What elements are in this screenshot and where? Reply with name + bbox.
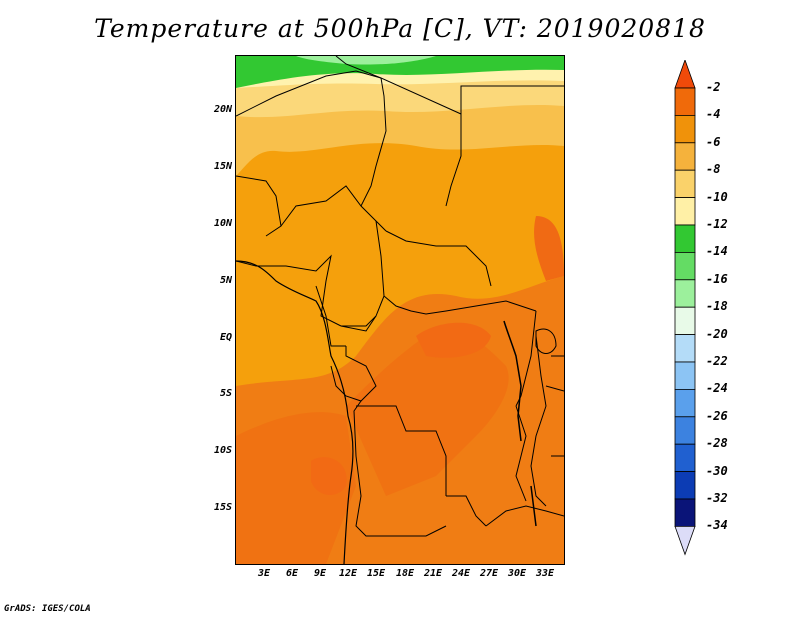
colorbar-segment (674, 115, 696, 144)
colorbar-segment (674, 443, 696, 473)
lake-victoria (535, 328, 557, 354)
temperature-map (235, 55, 565, 565)
map-title: Temperature at 500hPa [C], VT: 201902081… (94, 14, 706, 43)
lat-label: EQ (219, 332, 232, 343)
colorbar-label: -14 (706, 244, 728, 259)
lat-label: 5N (219, 275, 232, 286)
colorbar-segment (674, 361, 696, 390)
field-band-14 (236, 56, 564, 88)
colorbar-label: -20 (706, 326, 728, 341)
footer-credit: GrADS: IGES/COLA (4, 604, 91, 614)
field-hot-spot-angola (311, 457, 347, 496)
colorbar-segment (674, 306, 696, 335)
field-warm-southwest (236, 412, 356, 564)
colorbar-bottom-arrow (674, 526, 696, 556)
colorbar-label: -24 (706, 381, 728, 396)
lon-label: 24E (451, 568, 471, 579)
colorbar-label: -28 (706, 436, 728, 451)
colorbar-label: -4 (706, 107, 721, 122)
colorbar-label: -8 (706, 162, 721, 177)
colorbar-label: -26 (706, 408, 728, 423)
lon-label: 27E (479, 568, 499, 579)
colorbar-segment (674, 224, 696, 253)
colorbar-label: -34 (706, 518, 728, 533)
colorbar-segment (674, 197, 696, 226)
colorbar-segment (674, 142, 696, 171)
lon-label: 33E (535, 568, 555, 579)
field-warm-center (346, 329, 509, 496)
colorbar (674, 60, 696, 556)
colorbar-top-arrow (674, 60, 696, 89)
colorbar-segment (674, 388, 696, 418)
map-canvas (236, 56, 564, 564)
colorbar-segment (674, 251, 696, 281)
colorbar-segment (674, 498, 696, 527)
field-band-18 (296, 56, 436, 65)
coastline (236, 260, 354, 564)
colorbar-label: -30 (706, 463, 728, 478)
colorbar-label: -18 (706, 299, 728, 314)
lat-label: 5S (219, 388, 232, 399)
colorbar-label: -10 (706, 189, 728, 204)
lake-tanganyika (503, 320, 522, 442)
lat-label: 20N (213, 104, 232, 115)
colorbar-segment (674, 471, 696, 500)
lat-label: 15S (213, 502, 232, 513)
colorbar-segment (674, 87, 696, 116)
lake-malawi (530, 485, 537, 527)
colorbar-label: -32 (706, 491, 728, 505)
lat-label: 15N (213, 161, 232, 172)
colorbar-label: -22 (706, 354, 728, 368)
colorbar-segment (674, 334, 696, 363)
colorbar-segment (674, 416, 696, 445)
lon-label: 21E (423, 568, 443, 579)
colorbar-label: -2 (706, 80, 721, 94)
lon-label: 9E (313, 568, 327, 579)
colorbar-label: -16 (706, 271, 728, 286)
colorbar-label: -6 (706, 134, 721, 149)
lat-label: 10S (213, 445, 232, 456)
colorbar-label: -12 (706, 217, 728, 231)
lon-label: 12E (338, 568, 358, 579)
lon-label: 15E (366, 568, 386, 579)
field-hot-spot-congo (416, 322, 491, 358)
lon-label: 6E (285, 568, 299, 579)
lon-label: 3E (257, 568, 271, 579)
colorbar-segment (674, 169, 696, 198)
lat-label: 10N (213, 218, 232, 229)
lon-label: 30E (507, 568, 527, 579)
colorbar-segment (674, 279, 696, 308)
country-borders (236, 56, 564, 537)
field-hot-spot-east (534, 216, 564, 281)
lon-label: 18E (395, 568, 415, 579)
